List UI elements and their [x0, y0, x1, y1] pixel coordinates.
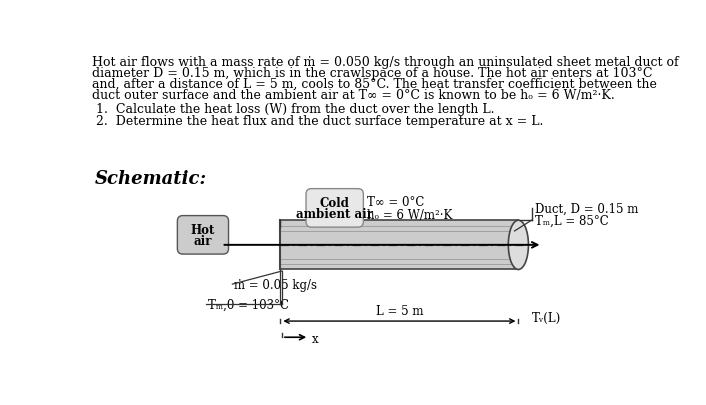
Text: L = 5 m: L = 5 m — [376, 305, 423, 318]
Text: x: x — [311, 332, 318, 345]
Bar — [280, 221, 518, 270]
Text: ambient air: ambient air — [297, 207, 373, 220]
Text: duct outer surface and the ambient air at T∞ = 0°C is known to be hₒ = 6 W/m²·K.: duct outer surface and the ambient air a… — [92, 89, 615, 102]
Text: 2.  Determine the heat flux and the duct surface temperature at x = L.: 2. Determine the heat flux and the duct … — [96, 115, 544, 128]
Text: hₒ = 6 W/m²·K: hₒ = 6 W/m²·K — [367, 208, 453, 221]
Text: Hot air flows with a mass rate of ṁ = 0.050 kg/s through an uninsulated sheet me: Hot air flows with a mass rate of ṁ = 0.… — [92, 56, 678, 69]
Text: 1.  Calculate the heat loss (W) from the duct over the length L.: 1. Calculate the heat loss (W) from the … — [96, 102, 494, 115]
FancyBboxPatch shape — [306, 189, 364, 228]
Text: T∞ = 0°C: T∞ = 0°C — [367, 196, 424, 209]
Text: Tᵥ(L): Tᵥ(L) — [532, 311, 561, 324]
Text: and, after a distance of L = 5 m, cools to 85°C. The heat transfer coefficient b: and, after a distance of L = 5 m, cools … — [92, 78, 657, 91]
Text: ṁ = 0.05 kg/s: ṁ = 0.05 kg/s — [234, 278, 317, 291]
FancyBboxPatch shape — [177, 216, 229, 254]
Ellipse shape — [508, 221, 529, 270]
Text: Hot: Hot — [191, 224, 215, 237]
Text: Schematic:: Schematic: — [95, 170, 207, 188]
Text: Tₘ,L = 85°C: Tₘ,L = 85°C — [534, 214, 609, 227]
Text: Tₘ,0 = 103°C: Tₘ,0 = 103°C — [208, 298, 289, 311]
Text: Duct, D = 0.15 m: Duct, D = 0.15 m — [534, 202, 638, 215]
Text: diameter D = 0.15 m, which is in the crawlspace of a house. The hot air enters a: diameter D = 0.15 m, which is in the cra… — [92, 67, 652, 80]
Text: air: air — [193, 234, 213, 247]
Text: Cold: Cold — [320, 196, 349, 209]
